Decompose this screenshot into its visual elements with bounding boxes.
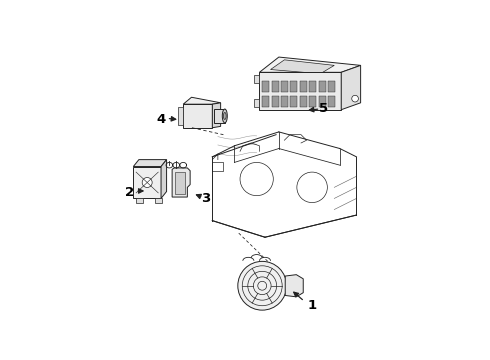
Polygon shape [319,96,326,107]
Polygon shape [291,81,297,92]
Ellipse shape [223,112,226,120]
Polygon shape [300,96,307,107]
Circle shape [238,261,287,310]
Text: 2: 2 [124,186,134,199]
Text: 1: 1 [308,299,317,312]
Polygon shape [136,198,143,203]
Polygon shape [172,168,190,197]
Polygon shape [259,72,341,110]
Polygon shape [262,96,269,107]
Polygon shape [133,167,161,198]
Polygon shape [319,81,326,92]
Polygon shape [175,172,185,194]
Polygon shape [341,66,361,110]
Polygon shape [262,81,269,92]
Polygon shape [183,104,212,128]
Polygon shape [281,96,288,107]
Polygon shape [291,96,297,107]
Ellipse shape [222,109,227,123]
Polygon shape [328,81,335,92]
Polygon shape [309,81,316,92]
Polygon shape [133,159,167,167]
Polygon shape [270,60,334,74]
Polygon shape [212,103,220,128]
Polygon shape [285,275,303,297]
Polygon shape [155,198,162,203]
Circle shape [142,177,152,188]
Polygon shape [254,75,259,84]
Polygon shape [161,159,167,198]
Circle shape [352,95,358,102]
Polygon shape [271,81,279,92]
Polygon shape [271,96,279,107]
Text: 4: 4 [156,113,166,126]
Polygon shape [183,97,220,104]
Polygon shape [281,81,288,92]
Polygon shape [214,109,225,123]
Polygon shape [178,107,183,125]
Text: 5: 5 [318,102,328,115]
Polygon shape [254,99,259,107]
Polygon shape [259,57,361,72]
Polygon shape [328,96,335,107]
Polygon shape [300,81,307,92]
Polygon shape [309,96,316,107]
Text: 3: 3 [201,192,210,205]
